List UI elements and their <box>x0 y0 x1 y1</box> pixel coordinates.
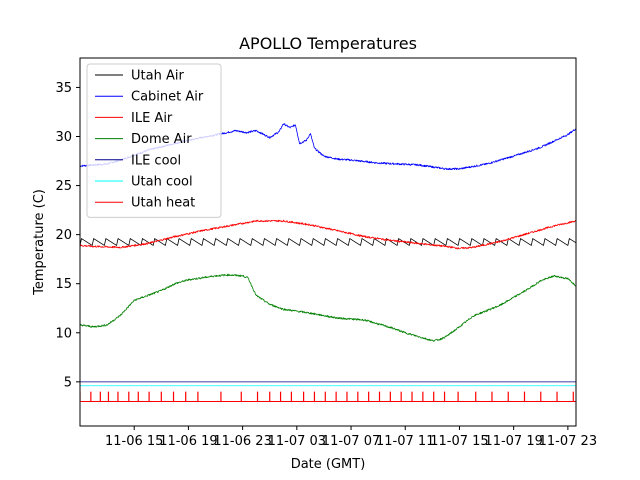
x-tick-label: 11-06 19 <box>159 434 217 449</box>
y-tick-label: 20 <box>55 228 72 243</box>
legend-label-ile-cool: ILE cool <box>131 153 181 168</box>
plot-frame <box>79 57 577 427</box>
legend-label-utah-air: Utah Air <box>131 69 184 84</box>
x-tick-label: 11-06 15 <box>105 434 163 449</box>
y-axis-label: Temperature (C) <box>32 189 47 296</box>
y-axis: 5 10 15 20 25 30 35 <box>55 81 80 390</box>
x-tick-label: 11-06 23 <box>213 434 271 449</box>
y-tick-label: 30 <box>55 130 72 145</box>
chart-title: APOLLO Temperatures <box>239 34 417 53</box>
legend-box <box>86 63 222 218</box>
y-tick-label: 10 <box>55 326 72 341</box>
series-ile-air-line <box>80 219 576 250</box>
x-axis-label: Date (GMT) <box>291 457 366 472</box>
legend-label-utah-cool: Utah cool <box>131 175 193 190</box>
legend-label-cabinet-air: Cabinet Air <box>131 90 204 105</box>
series-dome-air-line <box>80 273 576 342</box>
y-tick-label: 25 <box>55 179 72 194</box>
y-tick-label: 5 <box>64 375 72 390</box>
x-tick-label: 11-07 07 <box>322 434 380 449</box>
x-tick-label: 11-07 03 <box>268 434 326 449</box>
legend-label-ile-air: ILE Air <box>131 111 173 126</box>
legend-label-dome-air: Dome Air <box>131 132 192 147</box>
legend-label-utah-heat: Utah heat <box>131 196 195 211</box>
x-tick-label: 11-07 23 <box>539 434 597 449</box>
y-tick-label: 15 <box>55 277 72 292</box>
x-tick-label: 11-07 11 <box>376 434 434 449</box>
plot-area <box>80 123 576 402</box>
series-utah-air-line <box>80 238 576 246</box>
legend: Utah Air Cabinet Air ILE Air Dome Air ILE co… <box>86 63 222 218</box>
x-tick-label: 11-07 19 <box>484 434 542 449</box>
y-tick-label: 35 <box>55 81 72 96</box>
x-tick-label: 11-07 15 <box>430 434 488 449</box>
